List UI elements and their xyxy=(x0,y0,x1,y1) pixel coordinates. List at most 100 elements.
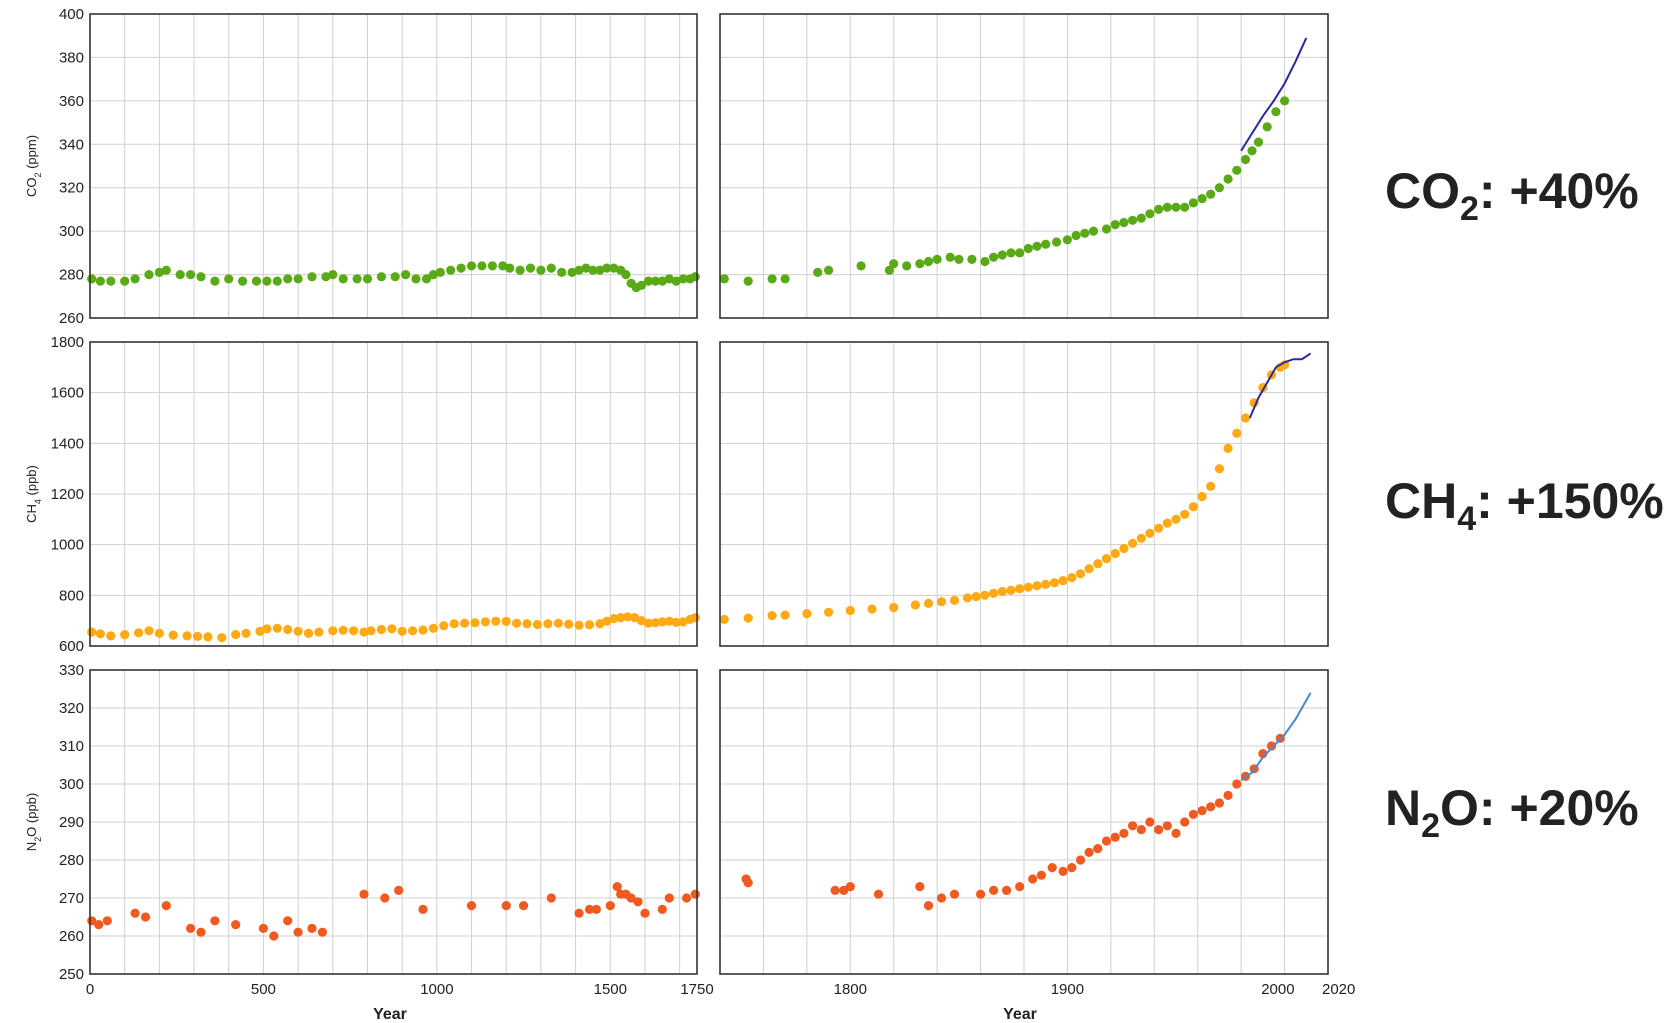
ch4-left-point-51 xyxy=(623,612,633,622)
ch4-right-point-38 xyxy=(1180,509,1190,519)
co2-y-tick-label-360: 360 xyxy=(59,93,84,110)
ch4-left-point-58 xyxy=(671,617,681,628)
n2o-right-point-41 xyxy=(1266,741,1277,751)
ch4-left-point-37 xyxy=(491,616,501,626)
ch4-left-point-20 xyxy=(314,627,324,637)
co2-left-point-43 xyxy=(557,267,567,277)
ch4-y-tick-label-600: 600 xyxy=(59,638,84,655)
co2-right-point-9 xyxy=(902,261,912,271)
ch4-left-point-5 xyxy=(144,626,154,636)
n2o-right-point-15 xyxy=(1036,870,1046,880)
co2-right-point-15 xyxy=(967,254,977,264)
ch4-right-point-0 xyxy=(719,614,729,625)
ch4-left-point-42 xyxy=(543,619,553,629)
ch4-left-point-44 xyxy=(564,619,574,629)
co2-left-point-28 xyxy=(411,274,421,284)
n2o-right-point-23 xyxy=(1110,832,1120,842)
ch4-right-point-30 xyxy=(1110,548,1120,559)
n2o-right-point-24 xyxy=(1119,828,1129,839)
ch4-left-point-35 xyxy=(470,618,480,628)
ch4-left-point-12 xyxy=(231,630,241,640)
n2o-y-axis-label-main: N xyxy=(24,842,39,851)
label-layer: Year Year CO2 (ppm)CH4 (ppb)N2O (ppb) xyxy=(24,135,1037,1023)
n2o-right-point-11 xyxy=(989,885,999,896)
ch4-left-point-7 xyxy=(168,630,178,640)
ch4-left-point-18 xyxy=(293,626,303,636)
n2o-right-point-22 xyxy=(1101,836,1112,846)
co2-right-point-30 xyxy=(1110,220,1120,230)
ch4-left-point-21 xyxy=(328,626,338,636)
ch4-left-point-28 xyxy=(397,626,407,636)
co2-annotation-rest: : +40% xyxy=(1479,163,1639,219)
n2o-left-point-28 xyxy=(612,882,622,892)
ch4-right-point-9 xyxy=(910,600,921,610)
co2-right-point-16 xyxy=(980,256,990,267)
co2-y-axis-label-main: CO xyxy=(24,178,39,198)
ch4-left-point-6 xyxy=(154,628,164,638)
ch4-left-point-29 xyxy=(408,626,418,636)
n2o-left-point-21 xyxy=(501,901,511,911)
n2o-left-point-3 xyxy=(130,908,140,918)
co2-right-point-38 xyxy=(1180,202,1190,212)
x-tick-label-right-1800: 1800 xyxy=(834,981,867,998)
n2o-y-tick-label-290: 290 xyxy=(59,814,84,831)
co2-y-tick-label-400: 400 xyxy=(59,6,84,23)
n2o-right-frame xyxy=(719,669,1329,975)
n2o-annotation-rest: O: +20% xyxy=(1440,780,1639,836)
ch4-left-point-8 xyxy=(182,631,192,641)
co2-left-point-14 xyxy=(251,276,262,286)
ch4-left-point-24 xyxy=(359,627,369,637)
co2-left-point-47 xyxy=(588,265,598,275)
ch4-right-point-21 xyxy=(1032,581,1042,591)
ch4-right-point-20 xyxy=(1023,582,1033,592)
ch4-left-point-10 xyxy=(203,632,213,642)
co2-right-point-42 xyxy=(1214,183,1224,193)
n2o-right-point-37 xyxy=(1232,779,1242,789)
ch4-y-tick-label-1600: 1600 xyxy=(51,385,84,402)
n2o-left-point-15 xyxy=(317,927,327,937)
ch4-left-point-49 xyxy=(609,614,619,624)
ch4-right-point-31 xyxy=(1119,543,1129,554)
co2-left-point-5 xyxy=(144,270,154,280)
n2o-left-point-2 xyxy=(102,916,112,926)
co2-right-point-37 xyxy=(1171,202,1181,212)
ch4-right-point-45 xyxy=(1240,413,1251,423)
ch4-left-point-54 xyxy=(643,618,654,628)
co2-left-point-16 xyxy=(272,276,282,286)
co2-left-point-40 xyxy=(525,263,536,273)
ch4-left-point-4 xyxy=(134,628,144,638)
ch4-right-point-4 xyxy=(802,609,812,619)
co2-right-point-28 xyxy=(1088,226,1099,236)
ch4-left-point-9 xyxy=(192,631,203,642)
ch4-right-point-23 xyxy=(1049,578,1059,588)
ch4-right-point-1 xyxy=(743,613,753,623)
co2-right-point-32 xyxy=(1128,215,1138,225)
n2o-right-point-14 xyxy=(1028,874,1038,884)
ch4-y-axis-label-main: CH xyxy=(24,504,39,523)
x-tick-label-right-1900: 1900 xyxy=(1051,981,1084,998)
co2-left-point-58 xyxy=(657,276,667,286)
ch4-right-point-5 xyxy=(824,607,834,617)
n2o-y-axis-label-sub: 2 xyxy=(33,837,43,842)
co2-right-point-46 xyxy=(1247,146,1257,156)
n2o-left-point-26 xyxy=(591,904,602,915)
n2o-right-point-26 xyxy=(1136,825,1146,835)
co2-right-point-50 xyxy=(1280,96,1290,106)
co2-right-point-14 xyxy=(954,254,964,264)
ch4-y-tick-label-1200: 1200 xyxy=(51,486,84,503)
ch4-left-point-61 xyxy=(690,613,700,623)
x-tick-label-left-0: 0 xyxy=(86,981,94,998)
ch4-right-point-12 xyxy=(949,595,960,606)
x-axis-label-left: Year xyxy=(373,1006,407,1023)
ch4-left-point-32 xyxy=(439,621,449,631)
n2o-left-point-32 xyxy=(633,897,643,907)
co2-left-point-8 xyxy=(175,270,185,280)
co2-right-point-47 xyxy=(1253,137,1264,147)
ch4-left-point-46 xyxy=(584,620,595,630)
ch4-left-point-27 xyxy=(387,624,397,634)
ch4-left-point-33 xyxy=(449,619,459,629)
n2o-left-point-33 xyxy=(640,908,650,918)
ch4-right-point-22 xyxy=(1041,579,1051,590)
co2-right-point-2 xyxy=(767,274,777,284)
